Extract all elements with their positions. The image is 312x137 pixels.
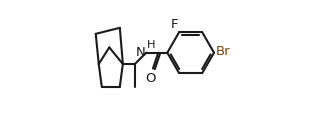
- Text: Br: Br: [216, 45, 231, 58]
- Text: N: N: [136, 46, 145, 59]
- Text: O: O: [145, 72, 155, 85]
- Text: F: F: [170, 18, 178, 31]
- Text: H: H: [147, 40, 155, 50]
